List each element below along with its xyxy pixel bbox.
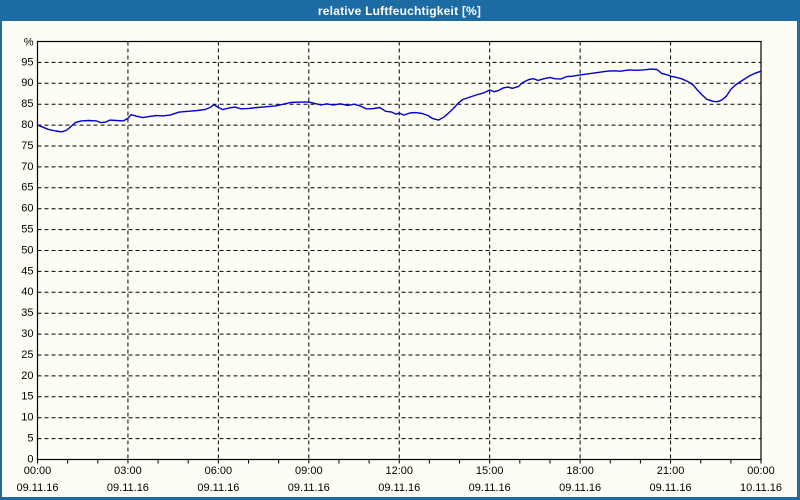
y-tick-label: 35 <box>21 307 33 319</box>
y-tick-label: 5 <box>27 433 33 445</box>
y-tick-label: 20 <box>21 370 33 382</box>
x-tick-time-label: 18:00 <box>566 465 594 477</box>
y-tick-label: 55 <box>21 224 33 236</box>
x-tick-time-label: 00:00 <box>747 465 775 477</box>
y-tick-label: 75 <box>21 140 33 152</box>
y-tick-label: 85 <box>21 98 33 110</box>
y-tick-label: 95 <box>21 56 33 68</box>
x-tick-date-label: 10.11.16 <box>740 482 782 494</box>
x-tick-date-label: 09.11.16 <box>559 482 601 494</box>
x-tick-time-label: 21:00 <box>657 465 685 477</box>
y-tick-label: 25 <box>21 349 33 361</box>
x-tick-time-label: 15:00 <box>476 465 504 477</box>
y-tick-label: 30 <box>21 328 33 340</box>
x-tick-time-label: 00:00 <box>24 465 52 477</box>
x-tick-date-label: 09.11.16 <box>378 482 420 494</box>
x-tick-date-label: 09.11.16 <box>197 482 239 494</box>
humidity-series-line <box>36 68 762 133</box>
y-tick-label: 40 <box>21 286 33 298</box>
humidity-line-chart: 0 5 10 15 20 25 30 35 40 45 50 55 60 65 70 75 80 85 90 95% 0… <box>16 36 782 494</box>
x-tick-date-label: 09.11.16 <box>288 482 330 494</box>
x-tick-date-label: 09.11.16 <box>650 482 692 494</box>
x-tick-time-label: 03:00 <box>114 465 142 477</box>
x-tick-date-label: 09.11.16 <box>16 482 58 494</box>
y-tick-label: 65 <box>21 182 33 194</box>
y-tick-label: 80 <box>21 119 33 131</box>
x-tick-time-label: 12:00 <box>385 465 413 477</box>
x-tick-time-label: 09:00 <box>295 465 323 477</box>
y-tick-label: 90 <box>21 77 33 89</box>
y-tick-label: 15 <box>21 391 33 403</box>
x-tick-date-label: 09.11.16 <box>107 482 149 494</box>
chart-content: 0 5 10 15 20 25 30 35 40 45 50 55 60 65 70 75 80 85 90 95% 0… <box>2 21 797 497</box>
y-tick-label: 60 <box>21 203 33 215</box>
y-tick-label: 10 <box>21 412 33 424</box>
y-tick-label: 0 <box>27 453 33 465</box>
y-tick-label: 45 <box>21 265 33 277</box>
window-title: relative Luftfeuchtigkeit [%] <box>317 3 482 18</box>
x-tick-time-label: 06:00 <box>205 465 233 477</box>
window-titlebar: relative Luftfeuchtigkeit [%] <box>2 0 797 21</box>
x-tick-date-label: 09.11.16 <box>469 482 511 494</box>
y-tick-label: 50 <box>21 244 33 256</box>
y-tick-label: 70 <box>21 161 33 173</box>
y-axis-unit-label: % <box>24 36 34 48</box>
